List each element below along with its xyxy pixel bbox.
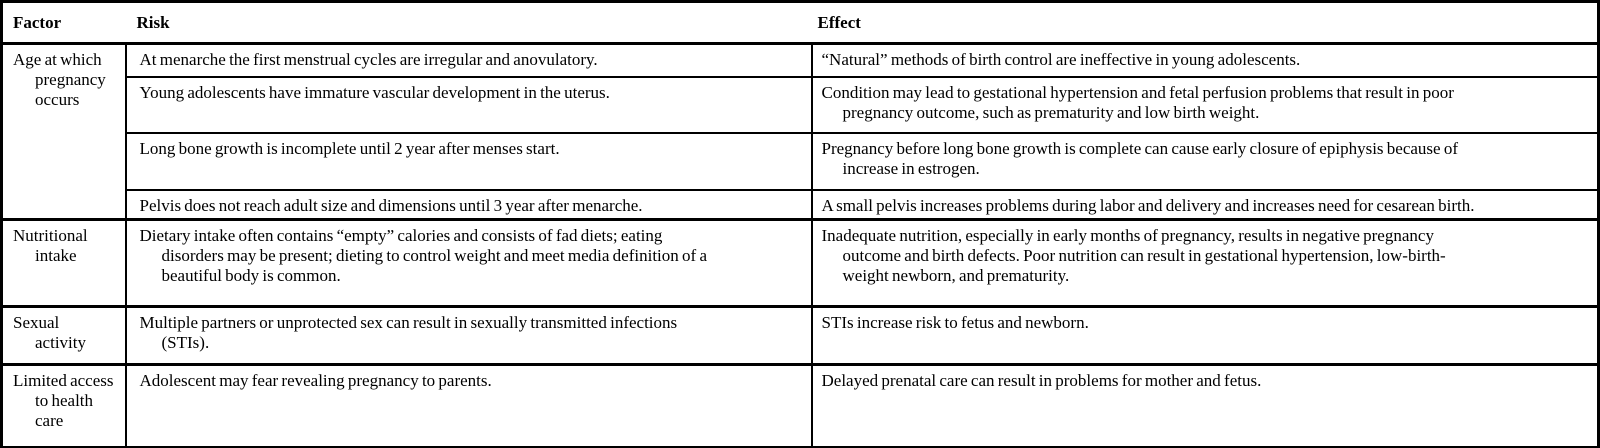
effect-cell: STIs increase risk to fetus and newborn. [810, 305, 1599, 365]
header-row: Factor Risk Effect [1, 1, 1599, 45]
effect-cell: Condition may lead to gestational hypert… [810, 75, 1599, 133]
factor-cell-nutrition: Nutritional intake [1, 218, 126, 307]
risk-cell: Long bone growth is incomplete until 2 y… [124, 131, 812, 190]
risk-cell: Dietary intake often contains “empty” ca… [124, 218, 812, 307]
risk-cell: Young adolescents have immature vascular… [124, 75, 812, 133]
table-row: Age at which pregnancy occurs At menarch… [1, 42, 1599, 220]
factor-cell-age: Age at which pregnancy occurs [1, 42, 126, 220]
factor-cell-sexual-activity: Sexual activity [1, 305, 126, 365]
table-row: Young adolescents have immature vascular… [2, 75, 1599, 133]
column-header-risk: Risk [125, 1, 812, 45]
effect-cell: Pregnancy before long bone growth is com… [810, 131, 1599, 190]
risk-cell: At menarche the first menstrual cycles a… [124, 42, 812, 77]
factor-cell-health-access: Limited access to health care [1, 363, 126, 448]
table-row: Long bone growth is incomplete until 2 y… [2, 131, 1599, 190]
risk-cell: Multiple partners or unprotected sex can… [124, 305, 812, 365]
effect-cell: “Natural” methods of birth control are i… [810, 42, 1599, 77]
risk-cell: Adolescent may fear revealing pregnancy … [124, 363, 812, 448]
table-row: Pelvis does not reach adult size and dim… [2, 188, 1599, 220]
table-row: Sexual activity Multiple partners or unp… [1, 305, 1599, 365]
effect-cell: Inadequate nutrition, especially in earl… [810, 218, 1599, 307]
effect-cell: Delayed prenatal care can result in prob… [810, 363, 1599, 448]
table-row: Nutritional intake Dietary intake often … [1, 218, 1599, 307]
effect-cell: A small pelvis increases problems during… [810, 188, 1599, 220]
risk-cell: Pelvis does not reach adult size and dim… [124, 188, 812, 220]
column-header-factor: Factor [1, 1, 126, 45]
column-header-effect: Effect [811, 1, 1599, 45]
table-row: Limited access to health care Adolescent… [1, 363, 1599, 448]
